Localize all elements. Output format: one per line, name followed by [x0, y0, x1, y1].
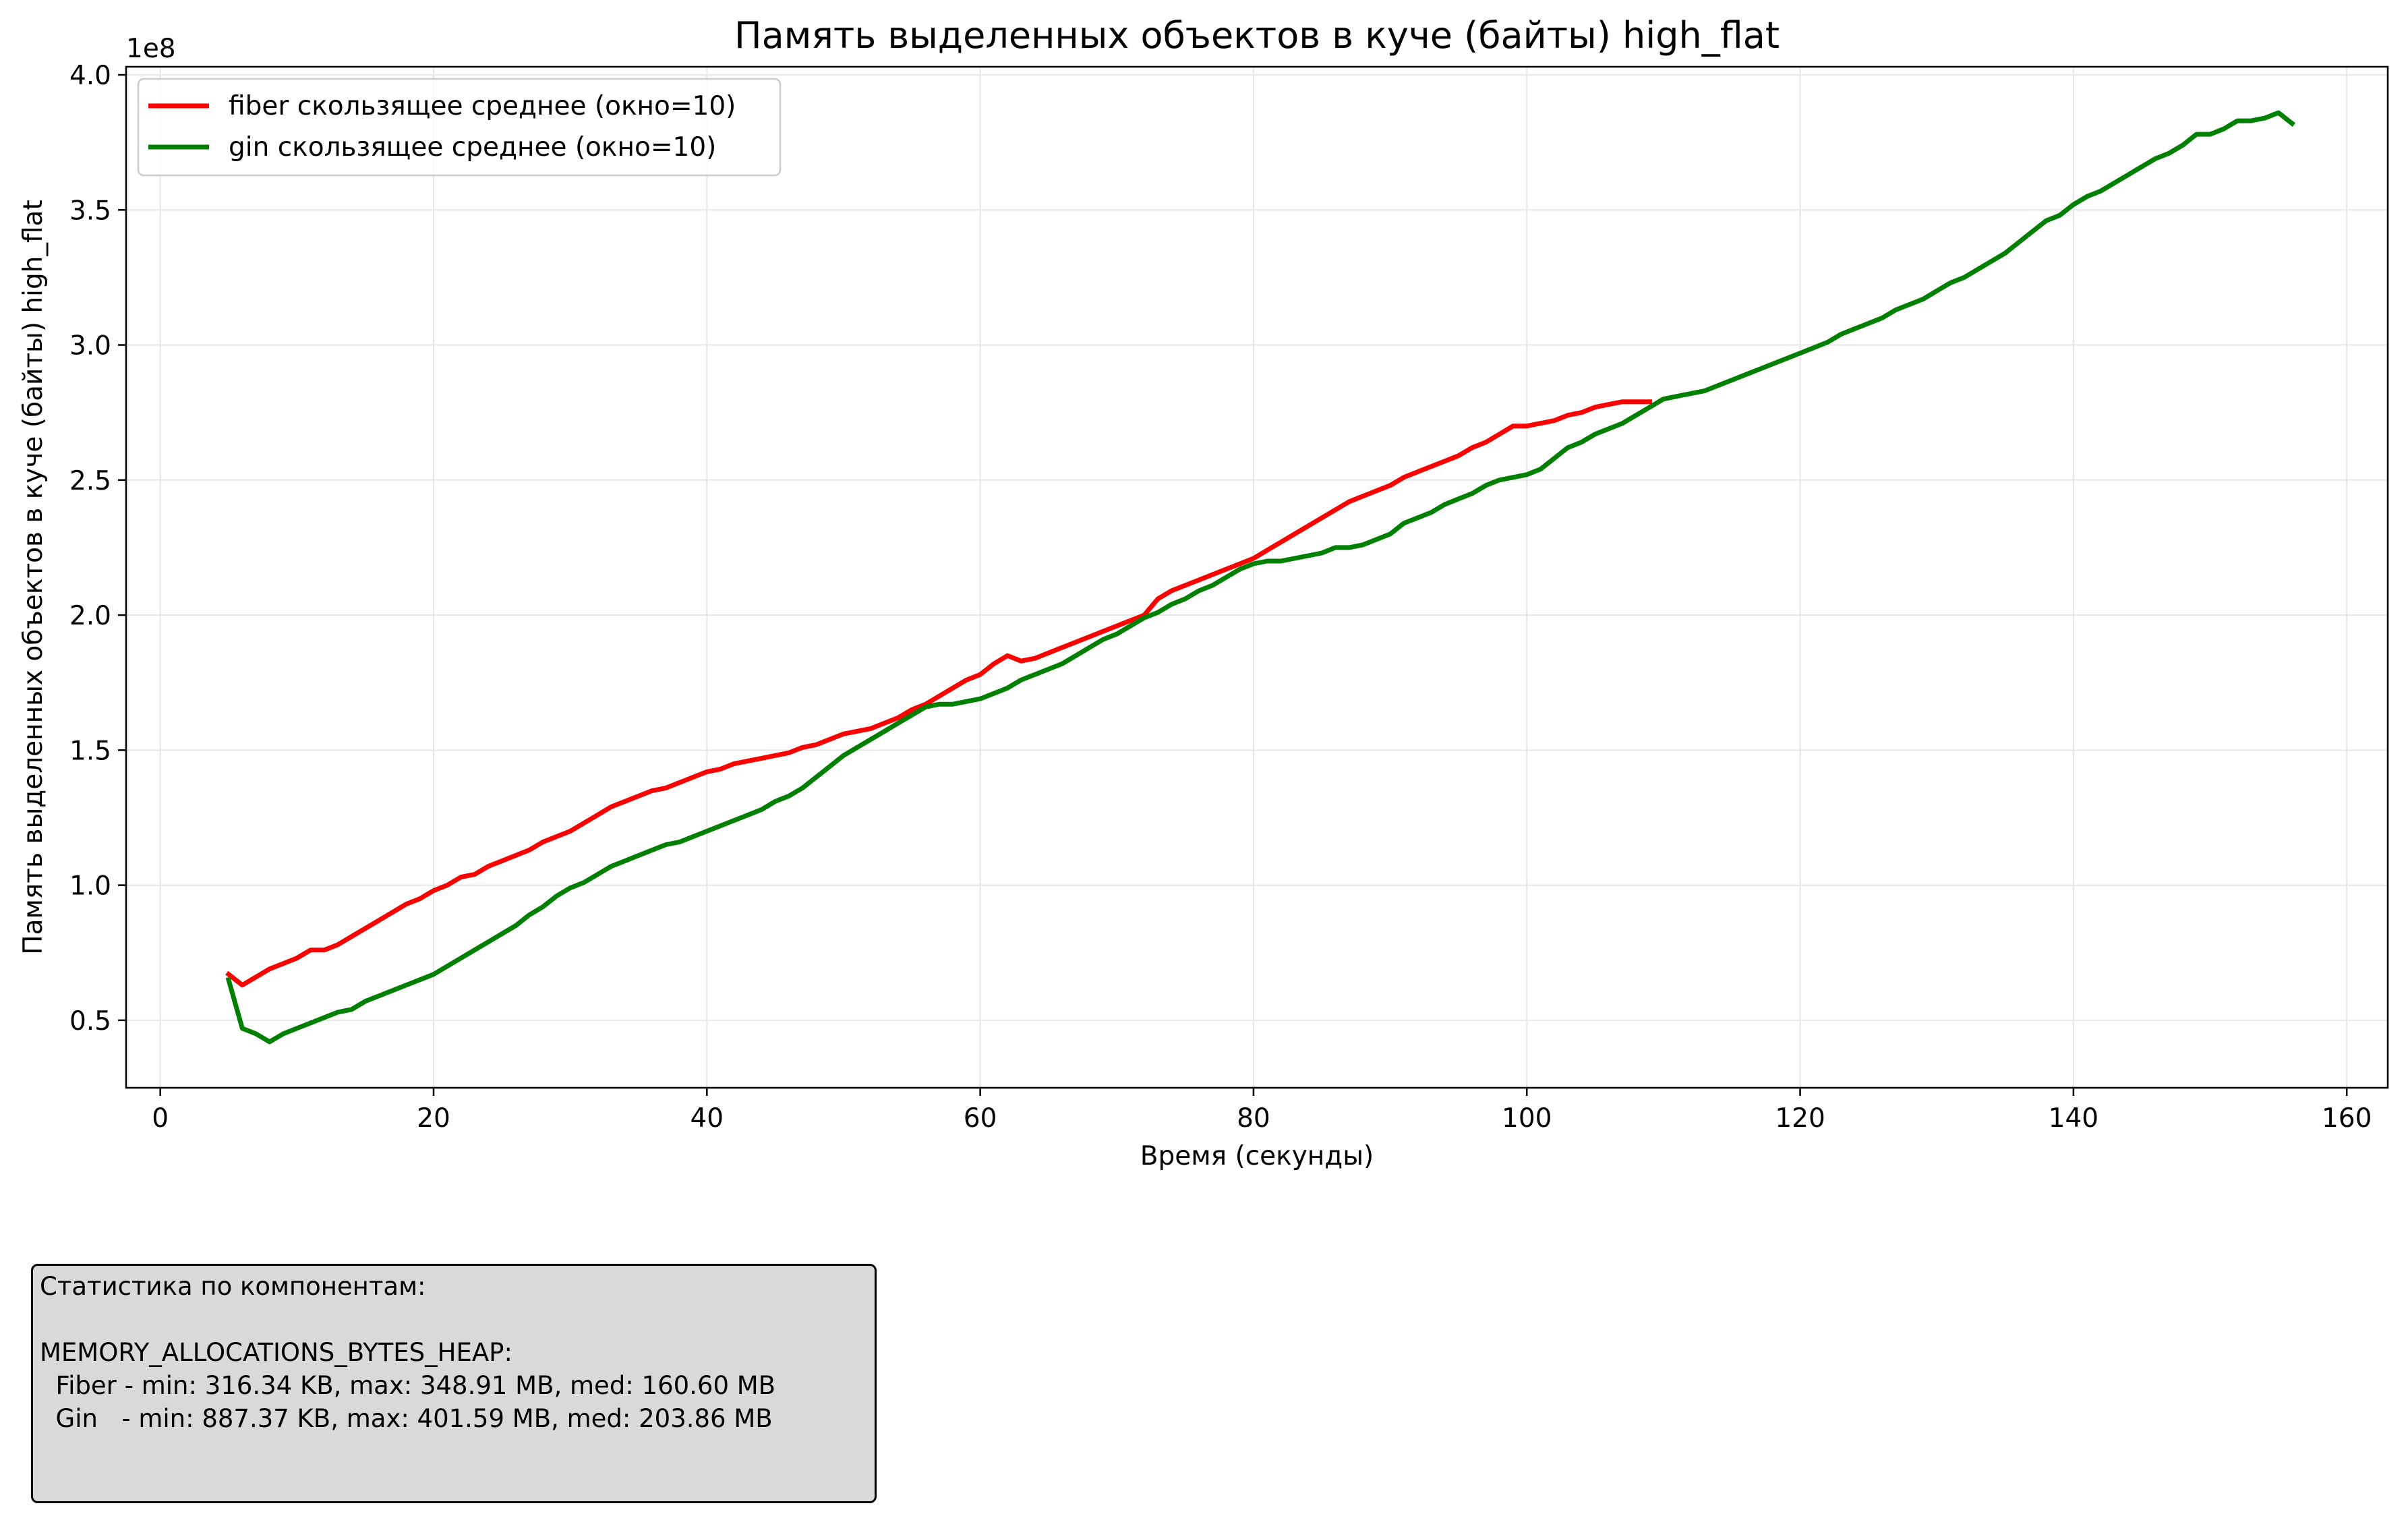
series-line-fiber — [225, 399, 1653, 988]
x-tick-label: 40 — [690, 1103, 724, 1134]
stats-box: Статистика по компонентам: MEMORY_ALLOCA… — [31, 1264, 877, 1503]
legend: fiber скользящее среднее (окно=10) gin с… — [137, 78, 782, 177]
legend-label-fiber: fiber скользящее среднее (окно=10) — [229, 91, 736, 121]
x-tick-label: 140 — [2049, 1103, 2098, 1134]
legend-label-gin: gin скользящее среднее (окно=10) — [229, 132, 716, 163]
y-tick-label: 3.0 — [69, 331, 111, 361]
x-tick-label: 80 — [1237, 1103, 1270, 1134]
y-tick-label: 0.5 — [69, 1006, 111, 1037]
y-offset-label: 1e8 — [126, 34, 176, 64]
grid — [126, 67, 2388, 1088]
chart-title: Память выделенных объектов в куче (байты… — [734, 14, 1780, 57]
stats-fiber-line: Fiber - min: 316.34 KB, max: 348.91 MB, … — [40, 1371, 776, 1400]
stats-heading: Статистика по компонентам: — [40, 1272, 426, 1301]
stats-blank-line — [40, 1303, 868, 1336]
axis-ticks: 0 20 40 60 80 100 120 140 160 0.5 1.0 1.5 2.0 2.5 3.0 3… — [69, 61, 2372, 1134]
x-tick-label: 160 — [2322, 1103, 2372, 1134]
y-tick-label: 4.0 — [69, 61, 111, 91]
legend-frame — [137, 78, 782, 177]
y-tick-label: 2.5 — [69, 466, 111, 496]
x-tick-label: 100 — [1502, 1103, 1552, 1134]
y-tick-label: 1.0 — [69, 871, 111, 902]
x-tick-label: 120 — [1775, 1103, 1825, 1134]
y-tick-label: 2.0 — [69, 601, 111, 631]
y-tick-label: 1.5 — [69, 736, 111, 766]
plot-frame — [125, 65, 2389, 1089]
series-lines — [225, 110, 2296, 1045]
x-tick-label: 0 — [152, 1103, 169, 1134]
y-tick-label: 3.5 — [69, 196, 111, 226]
y-axis-label: Память выделенных объектов в куче (байты… — [18, 200, 49, 954]
x-tick-label: 60 — [964, 1103, 997, 1134]
stats-metric-name: MEMORY_ALLOCATIONS_BYTES_HEAP: — [40, 1338, 512, 1367]
stats-gin-line: Gin - min: 887.37 KB, max: 401.59 MB, me… — [40, 1404, 773, 1433]
series-line-gin — [225, 110, 2296, 1045]
x-axis-label: Время (секунды) — [1140, 1141, 1374, 1171]
x-tick-label: 20 — [417, 1103, 450, 1134]
